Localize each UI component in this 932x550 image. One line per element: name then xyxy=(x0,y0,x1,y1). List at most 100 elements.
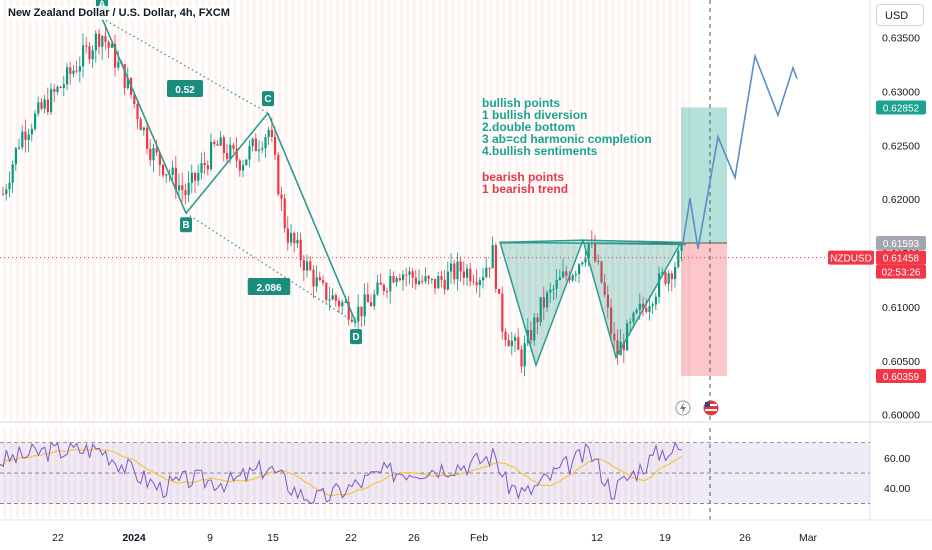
currency-button[interactable]: USD xyxy=(876,4,924,26)
bearish-item: 1 bearish trend xyxy=(482,182,569,196)
candle xyxy=(549,282,552,304)
candle-body xyxy=(539,297,542,323)
candle-body xyxy=(50,89,53,113)
candle-body xyxy=(533,317,536,341)
candle xyxy=(418,269,421,286)
session-stripe xyxy=(348,0,352,420)
candle-body xyxy=(11,164,14,183)
harmonic-leg xyxy=(267,112,357,324)
session-stripe xyxy=(303,0,307,420)
harmonic-leg xyxy=(101,17,187,214)
session-stripe xyxy=(73,428,77,518)
session-stripe xyxy=(137,428,141,518)
candle-body xyxy=(178,185,181,191)
price-tag-bg xyxy=(876,264,926,279)
candle xyxy=(213,139,216,147)
candle xyxy=(226,143,229,163)
candle-body xyxy=(661,272,664,274)
candle-body xyxy=(594,243,597,262)
candle xyxy=(14,147,17,171)
candle xyxy=(206,160,209,176)
session-stripe xyxy=(521,0,525,420)
rsi-tick-label: 40.00 xyxy=(884,483,910,495)
candle-body xyxy=(523,343,526,367)
candle xyxy=(187,171,190,203)
candle xyxy=(635,307,638,315)
candle xyxy=(491,236,494,269)
ratio-label: 2.086 xyxy=(247,278,291,295)
session-stripe xyxy=(431,0,435,420)
point-label: D xyxy=(352,332,359,343)
candle xyxy=(251,137,254,152)
candle xyxy=(382,283,385,296)
candle-body xyxy=(254,138,257,152)
candle xyxy=(200,152,203,180)
session-stripe xyxy=(137,0,141,420)
candle xyxy=(408,266,411,285)
candle-body xyxy=(296,239,299,244)
candle xyxy=(149,139,152,167)
candle-body xyxy=(501,293,504,332)
candle xyxy=(296,232,299,248)
session-stripe xyxy=(214,428,218,518)
candle xyxy=(430,278,433,285)
session-stripe xyxy=(687,0,691,420)
candle-body xyxy=(421,280,424,282)
candle xyxy=(40,98,43,111)
session-stripe xyxy=(73,0,77,420)
candle xyxy=(85,37,88,54)
candle-body xyxy=(440,276,443,280)
candle xyxy=(8,171,11,197)
candle-body xyxy=(194,172,197,181)
candle-body xyxy=(389,275,392,292)
candle xyxy=(114,34,117,77)
session-stripe xyxy=(559,0,563,420)
candle xyxy=(194,171,197,194)
candle-body xyxy=(40,102,43,109)
session-stripe xyxy=(143,428,147,518)
session-stripe xyxy=(284,428,288,518)
session-stripe xyxy=(67,428,71,518)
candle-body xyxy=(469,268,472,282)
candle-body xyxy=(21,131,24,148)
candle xyxy=(312,265,315,299)
session-stripe xyxy=(668,0,672,420)
candle xyxy=(558,269,561,281)
candle-body xyxy=(235,148,238,161)
bullish-title: bullish points xyxy=(482,96,560,110)
candle xyxy=(405,267,408,287)
session-stripe xyxy=(111,0,115,420)
candle xyxy=(37,96,40,117)
time-tick-label: 26 xyxy=(739,532,751,544)
candle-body xyxy=(293,233,296,244)
session-stripe xyxy=(374,0,378,420)
candle-body xyxy=(165,174,168,176)
time-tick-label: 22 xyxy=(52,532,64,544)
session-stripe xyxy=(342,0,346,420)
candle-body xyxy=(565,271,568,276)
session-stripe xyxy=(303,428,307,518)
candle-body xyxy=(152,148,155,161)
candle xyxy=(373,289,376,310)
point-label: C xyxy=(264,94,271,105)
candle xyxy=(645,298,648,314)
point-badge xyxy=(350,329,362,345)
flag-canton xyxy=(705,402,710,407)
candle-body xyxy=(210,141,213,170)
candle xyxy=(283,193,286,233)
candle xyxy=(654,292,657,311)
analysis-notes: bullish points 1 bullish diversion 2.dou… xyxy=(482,97,652,195)
candle xyxy=(18,138,21,151)
session-stripe xyxy=(201,0,205,420)
candle xyxy=(216,140,219,146)
bearish-title: bearish points xyxy=(482,170,565,184)
candle xyxy=(539,297,542,327)
stop-zone xyxy=(681,243,727,376)
candle-body xyxy=(158,152,161,165)
candle-body xyxy=(357,306,360,322)
candle-body xyxy=(379,282,382,285)
candle-body xyxy=(488,267,491,269)
price-tag-countdown: 02:53:26 xyxy=(876,264,926,279)
symbol-title[interactable]: New Zealand Dollar / U.S. Dollar, 4h, FX… xyxy=(6,6,232,20)
